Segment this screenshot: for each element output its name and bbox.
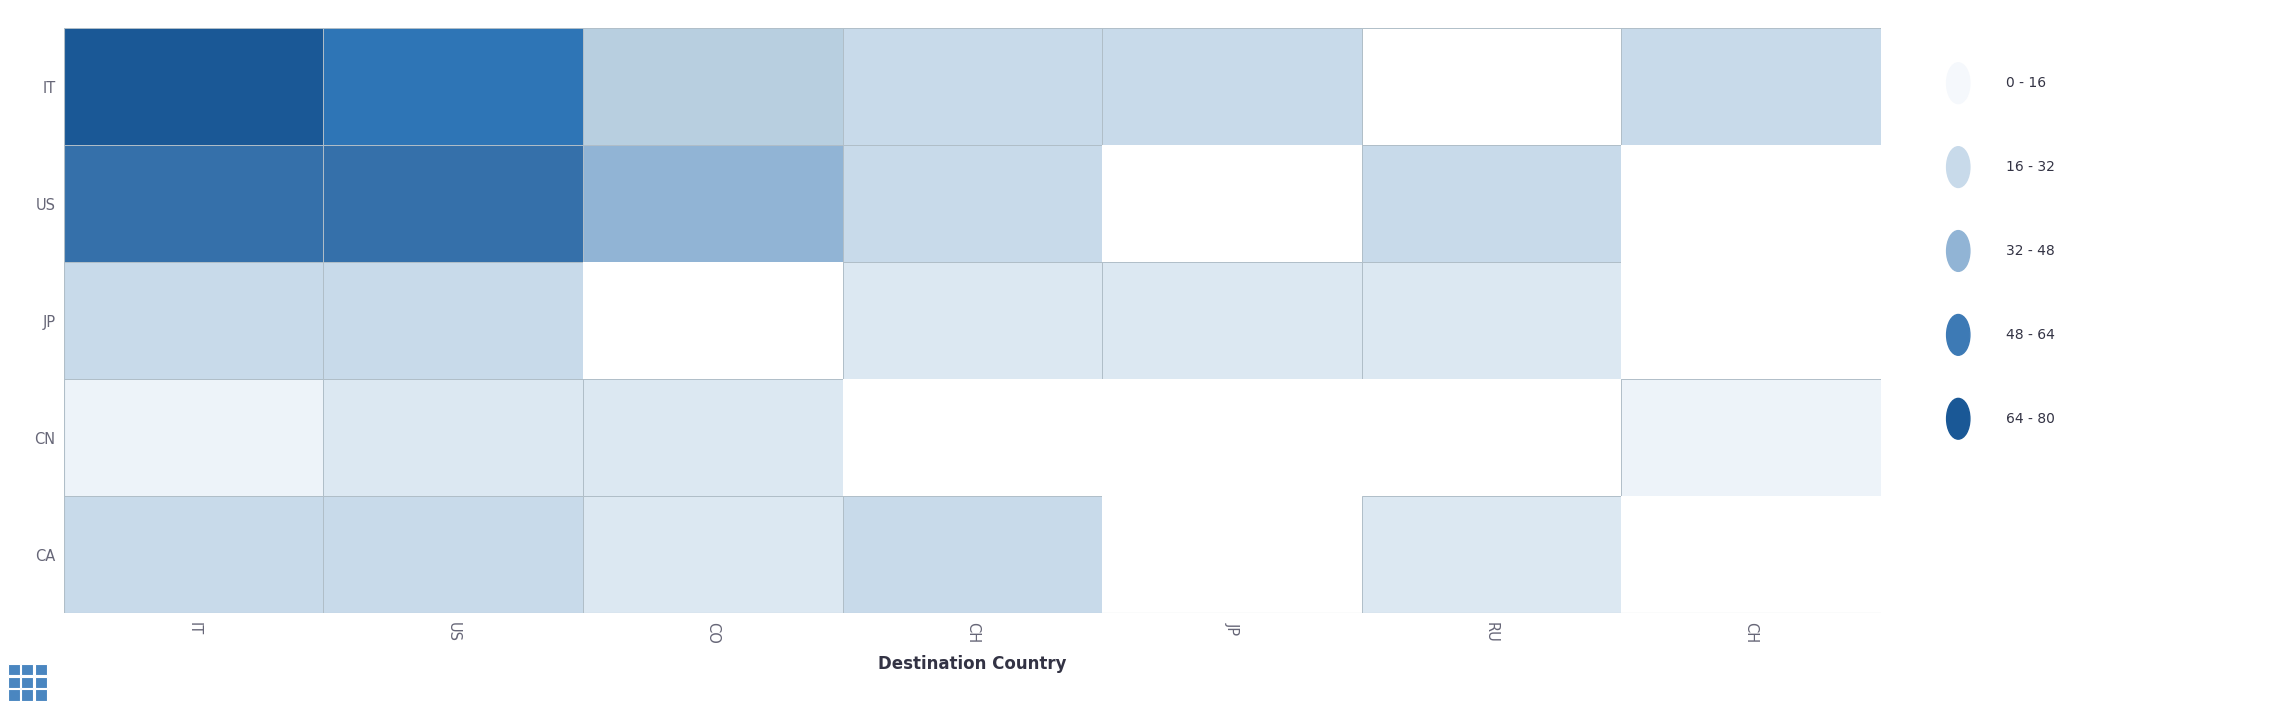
Bar: [1101, 496, 1362, 613]
Bar: [843, 145, 1101, 262]
Bar: [583, 262, 843, 379]
Bar: [1101, 379, 1362, 496]
Bar: [1362, 496, 1620, 613]
Bar: [21, 689, 34, 701]
Circle shape: [1947, 231, 1970, 271]
Bar: [843, 379, 1101, 496]
Circle shape: [1947, 147, 1970, 188]
Bar: [583, 145, 843, 262]
Bar: [64, 262, 324, 379]
Circle shape: [1947, 63, 1970, 104]
Bar: [324, 379, 583, 496]
Bar: [64, 28, 324, 145]
Bar: [1620, 262, 1881, 379]
Circle shape: [1947, 398, 1970, 439]
Bar: [583, 379, 843, 496]
Text: 48 - 64: 48 - 64: [2006, 328, 2054, 342]
Bar: [324, 28, 583, 145]
Bar: [324, 496, 583, 613]
Bar: [7, 677, 21, 688]
Bar: [1362, 379, 1620, 496]
Bar: [21, 677, 34, 688]
Text: 16 - 32: 16 - 32: [2006, 160, 2054, 174]
X-axis label: Destination Country: Destination Country: [877, 655, 1067, 673]
Bar: [7, 689, 21, 701]
Bar: [1620, 496, 1881, 613]
Bar: [1362, 28, 1620, 145]
Bar: [34, 689, 48, 701]
Bar: [1620, 379, 1881, 496]
Bar: [583, 28, 843, 145]
Bar: [583, 496, 843, 613]
Bar: [324, 262, 583, 379]
Text: 0 - 16: 0 - 16: [2006, 76, 2047, 90]
Bar: [843, 28, 1101, 145]
Bar: [1620, 28, 1881, 145]
Text: 32 - 48: 32 - 48: [2006, 244, 2054, 258]
Bar: [34, 677, 48, 688]
Bar: [34, 663, 48, 675]
Bar: [64, 496, 324, 613]
Bar: [7, 663, 21, 675]
Circle shape: [1947, 314, 1970, 355]
Bar: [64, 379, 324, 496]
Bar: [843, 262, 1101, 379]
Bar: [843, 496, 1101, 613]
Bar: [324, 145, 583, 262]
Bar: [1620, 145, 1881, 262]
Bar: [1101, 262, 1362, 379]
Bar: [1101, 28, 1362, 145]
Bar: [1101, 145, 1362, 262]
Bar: [1362, 145, 1620, 262]
Bar: [21, 663, 34, 675]
Text: 64 - 80: 64 - 80: [2006, 412, 2054, 426]
Bar: [64, 145, 324, 262]
Bar: [1362, 262, 1620, 379]
